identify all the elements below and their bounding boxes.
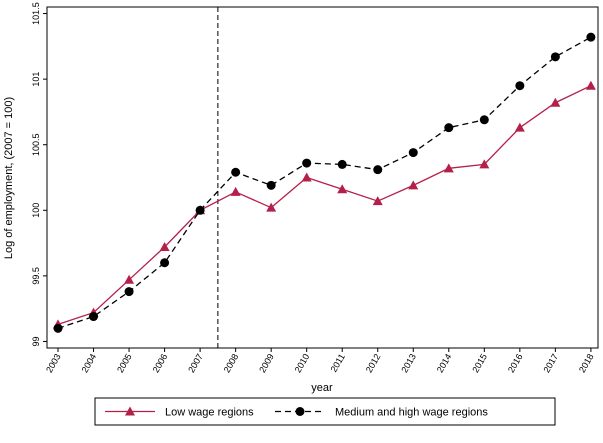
legend-marker	[125, 406, 135, 416]
y-tick-label: 101.5	[31, 2, 41, 25]
x-tick-label: 2006	[151, 352, 170, 374]
x-tick-label: 2008	[222, 352, 241, 374]
marker	[408, 180, 419, 190]
marker	[159, 242, 170, 252]
marker	[301, 172, 312, 182]
series-line	[57, 36, 592, 329]
marker	[479, 159, 490, 169]
marker	[266, 180, 276, 190]
x-tick-label: 2003	[44, 352, 63, 374]
legend-label: Medium and high wage regions	[335, 407, 488, 419]
x-tick-label: 2018	[577, 352, 596, 374]
marker	[337, 184, 348, 194]
legend-marker	[295, 407, 305, 416]
plot-frame	[46, 6, 599, 349]
x-tick-label: 2013	[399, 352, 418, 374]
marker	[479, 115, 489, 125]
x-tick-label: 2010	[293, 352, 312, 374]
marker	[408, 148, 418, 158]
marker	[515, 81, 525, 91]
series-line	[57, 85, 592, 326]
x-axis-label: year	[311, 382, 333, 394]
marker	[231, 167, 241, 177]
marker	[302, 158, 312, 168]
marker	[124, 287, 134, 297]
x-tick-label: 2011	[329, 352, 347, 374]
x-tick-label: 2005	[115, 352, 134, 374]
marker	[337, 159, 347, 169]
marker	[89, 312, 99, 322]
x-tick-label: 2016	[506, 352, 525, 374]
marker	[585, 80, 596, 90]
x-tick-label: 2017	[541, 352, 560, 374]
marker	[372, 196, 383, 206]
marker	[550, 52, 560, 62]
marker	[444, 123, 454, 133]
x-tick-label: 2012	[364, 352, 383, 374]
x-tick-label: 2007	[186, 352, 205, 374]
marker	[514, 122, 525, 132]
marker	[53, 323, 63, 333]
marker	[195, 205, 205, 215]
x-tick-label: 2009	[257, 352, 276, 374]
marker	[266, 202, 277, 212]
x-tick-label: 2014	[435, 352, 454, 374]
legend-label: Low wage regions	[165, 407, 254, 419]
x-tick-label: 2015	[470, 352, 489, 374]
marker	[124, 274, 135, 284]
legend-box	[94, 397, 556, 426]
marker	[160, 258, 170, 268]
marker	[443, 163, 454, 173]
y-tick-label: 100.5	[31, 133, 41, 156]
y-tick-label: 100	[31, 203, 41, 218]
marker	[550, 97, 561, 107]
marker	[373, 165, 383, 175]
y-tick-label: 99	[31, 336, 41, 346]
marker	[230, 186, 241, 196]
x-tick-label: 2004	[80, 352, 99, 374]
y-axis-label: Log of employment, (2007 = 100)	[3, 97, 15, 259]
y-tick-label: 99.5	[31, 267, 41, 285]
marker	[586, 32, 596, 42]
y-tick-label: 101	[31, 72, 41, 87]
